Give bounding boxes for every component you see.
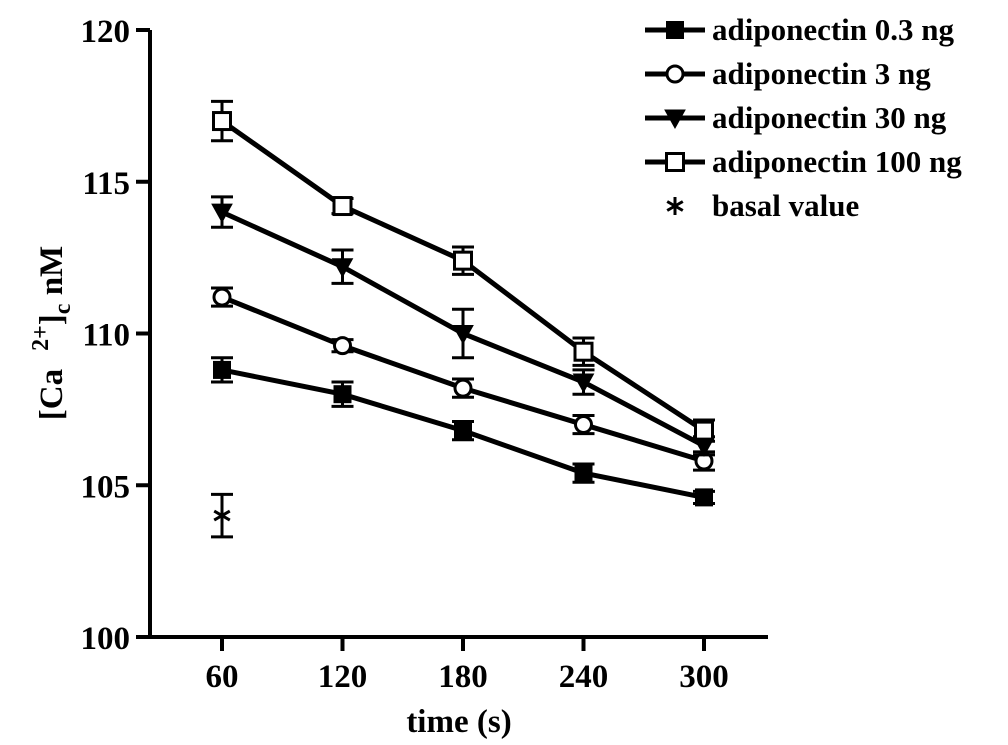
legend-label: adiponectin 3 ng: [712, 56, 931, 91]
legend: adiponectin 0.3 ng adiponectin 3 ng adipon…: [645, 12, 962, 223]
y-tick-label: 120: [81, 14, 131, 50]
data-point: [211, 203, 233, 224]
y-tick-label: 105: [81, 469, 131, 505]
legend-item: adiponectin 0.3 ng: [645, 12, 955, 47]
y-tick-label: 110: [82, 318, 130, 354]
data-point: [333, 336, 352, 356]
data-point: [574, 415, 593, 435]
x-tick-label: 240: [559, 659, 609, 695]
data-point: [212, 111, 232, 132]
legend-label: adiponectin 0.3 ng: [712, 12, 955, 47]
legend-marker: [665, 64, 685, 84]
legend-item: basal value: [666, 188, 859, 223]
data-point: [331, 258, 354, 278]
data-point: [574, 464, 593, 483]
data-point: [695, 488, 713, 507]
y-axis-title-close: ]: [34, 314, 70, 325]
data-point: [213, 360, 231, 379]
series-filled-square: [211, 356, 715, 507]
x-tick-label: 300: [679, 659, 729, 695]
data-point: [694, 420, 714, 441]
data-point: [453, 250, 473, 271]
series-asterisk: [211, 492, 233, 539]
data-point: [454, 421, 472, 440]
data-point: [333, 385, 352, 404]
x-tick-label: 180: [438, 659, 488, 695]
legend-marker: [665, 152, 685, 172]
plot-series: [211, 99, 715, 539]
data-point: [212, 287, 232, 307]
y-axis-title-sub: c: [50, 303, 76, 314]
x-tick-label: 120: [318, 659, 368, 695]
data-point: [213, 506, 231, 525]
y-axis-title: [Ca 2+]c nM: [28, 246, 76, 420]
series-open-square: [211, 99, 715, 443]
legend-label: basal value: [712, 188, 859, 223]
y-axis-title-main: [Ca: [34, 369, 70, 420]
legend-marker: [666, 21, 684, 39]
series-filled-triangle-down: [211, 195, 715, 457]
data-point: [572, 373, 595, 394]
x-axis-title: time (s): [406, 704, 511, 740]
data-point: [452, 325, 474, 345]
legend-label: adiponectin 100 ng: [712, 144, 962, 179]
legend-item: adiponectin 100 ng: [645, 144, 962, 179]
series-open-circle: [211, 286, 715, 472]
legend-label: adiponectin 30 ng: [712, 100, 947, 135]
legend-item: adiponectin 30 ng: [645, 100, 947, 135]
x-ticks: 60 120 180 240 300: [206, 637, 729, 695]
y-tick-label: 100: [81, 621, 131, 657]
data-point: [332, 196, 353, 217]
y-tick-label: 115: [82, 166, 130, 202]
y-axis-title-unit: nM: [34, 246, 70, 304]
data-point: [453, 378, 473, 398]
y-ticks: 100 105 110 115 120: [81, 14, 150, 657]
data-point: [573, 341, 594, 362]
x-tick-label: 60: [206, 659, 239, 695]
legend-item: adiponectin 3 ng: [645, 56, 931, 91]
legend-marker: [664, 109, 686, 130]
legend-marker: [666, 197, 684, 215]
y-axis-title-sup: 2+: [28, 325, 54, 351]
